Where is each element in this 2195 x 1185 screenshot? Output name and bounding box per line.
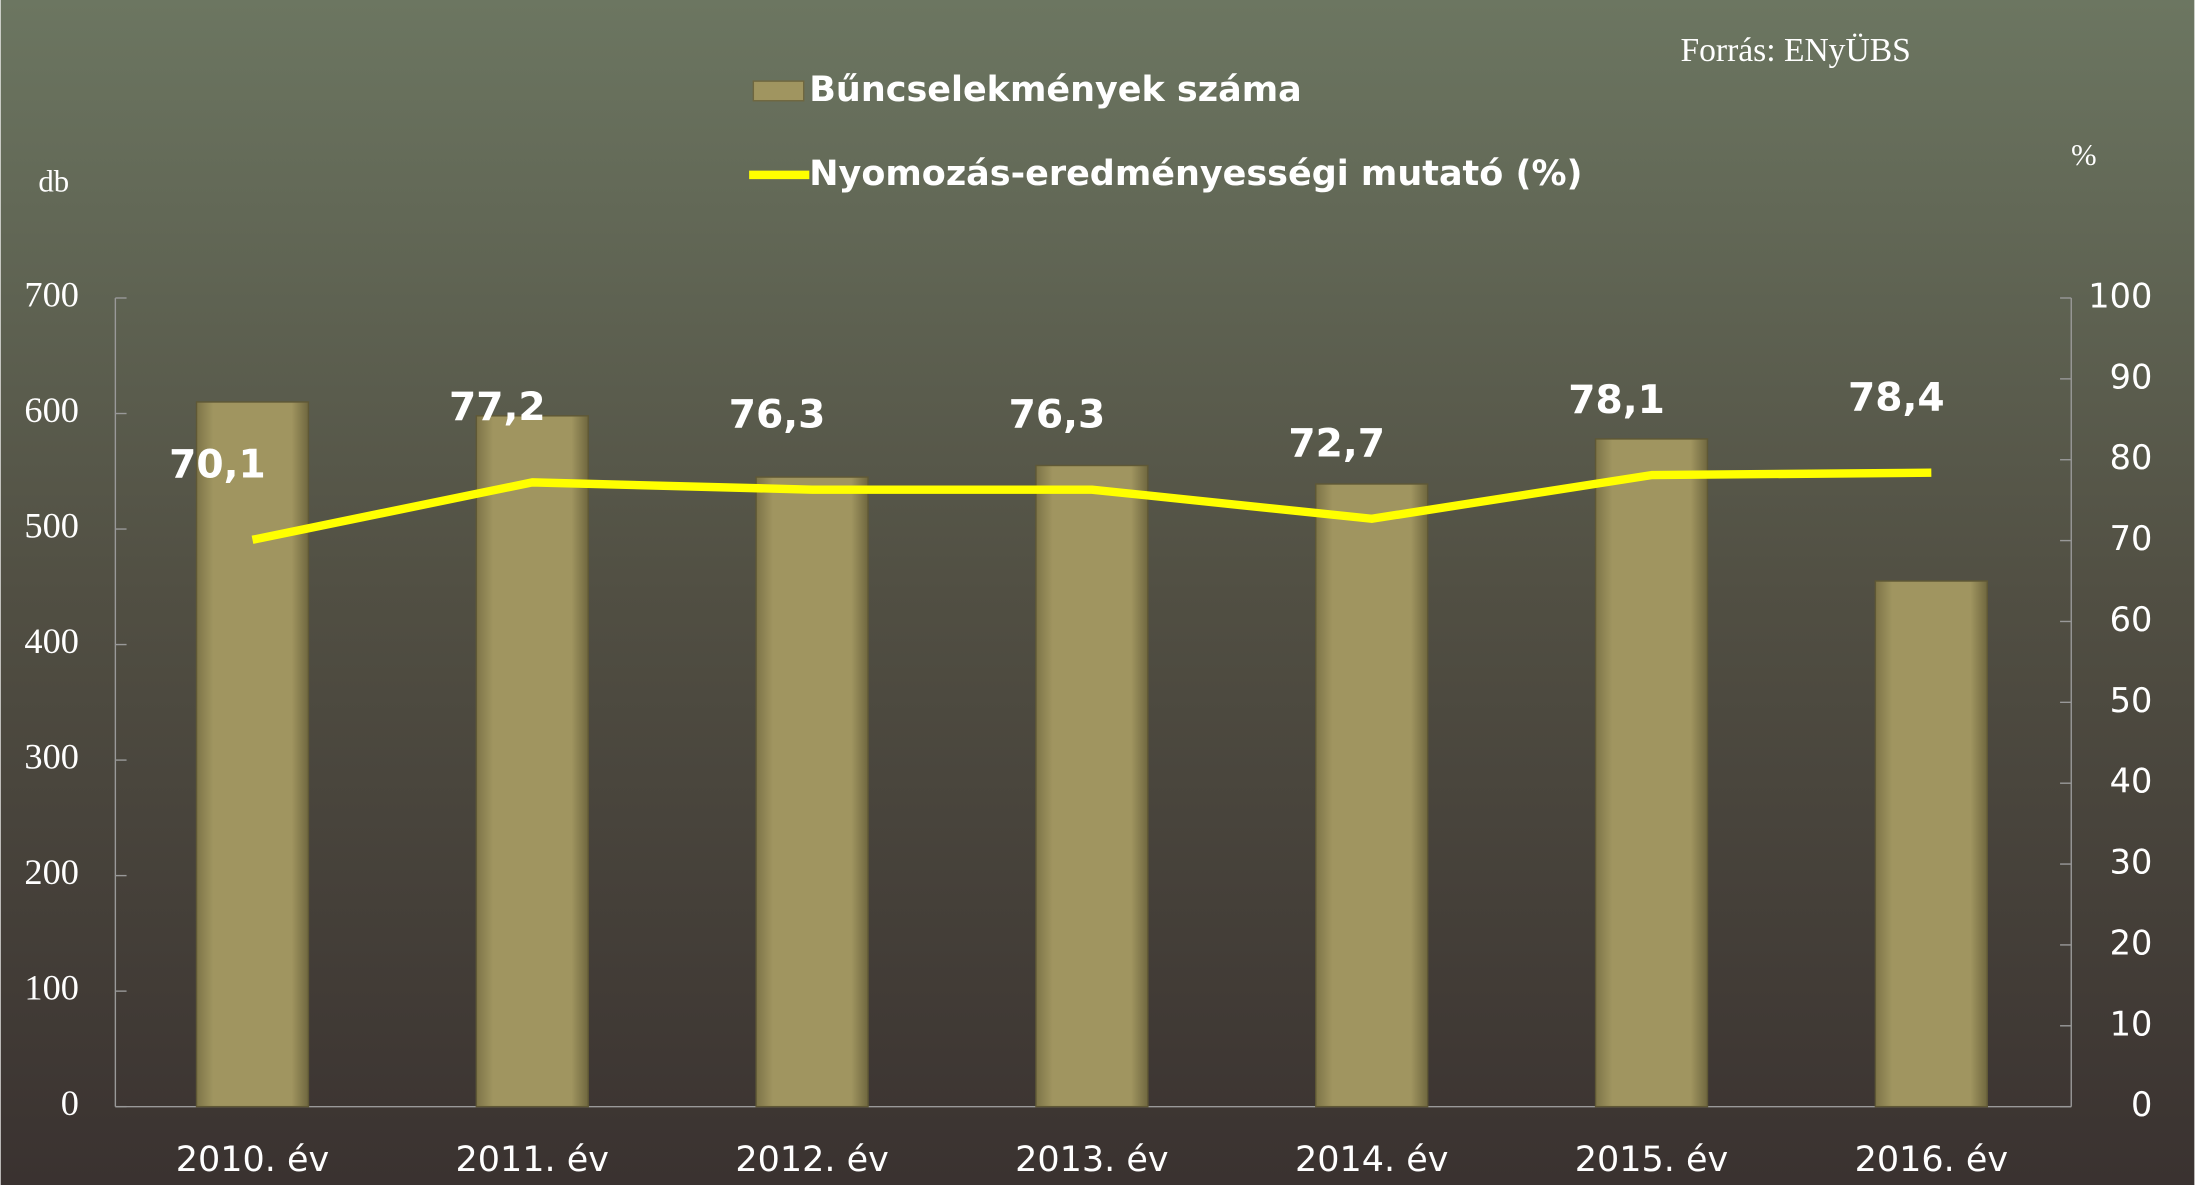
data-label: 78,4 (1848, 375, 1945, 420)
x-tick-label: 2012. év (735, 1140, 888, 1180)
bar (1594, 438, 1709, 1108)
x-tick-label: 2016. év (1855, 1140, 2008, 1180)
y2-tick-label: 0 (2131, 1085, 2152, 1124)
y-tick-label: 0 (61, 1083, 79, 1123)
y2-tick-label: 100 (2088, 276, 2152, 315)
bar (1315, 483, 1429, 1108)
x-tick-label: 2011. év (456, 1140, 609, 1180)
y2-tick-label: 50 (2110, 681, 2153, 720)
data-label: 72,7 (1288, 422, 1385, 467)
data-label: 76,3 (1009, 392, 1106, 437)
bar (1035, 464, 1149, 1108)
bar (755, 476, 869, 1108)
y-tick-label: 500 (24, 505, 79, 545)
data-label: 77,2 (449, 385, 546, 430)
x-tick-label: 2013. év (1015, 1140, 1168, 1180)
x-tick-label: 2014. év (1295, 1140, 1448, 1180)
legend-swatch (752, 80, 805, 102)
y2-tick-label: 40 (2110, 762, 2153, 801)
y-tick-label: 100 (24, 967, 79, 1007)
y-tick-label: 200 (24, 852, 79, 892)
x-tick-label: 2010. év (176, 1140, 329, 1180)
y2-tick-label: 20 (2110, 923, 2153, 962)
x-tick-label: 2015. év (1575, 1140, 1728, 1180)
y-tick-label: 600 (24, 390, 79, 430)
y2-tick-label: 80 (2110, 438, 2153, 477)
y2-tick-label: 70 (2110, 519, 2153, 558)
legend-label: Bűncselekmények száma (809, 70, 1301, 110)
bar (1874, 580, 1988, 1108)
bar (475, 415, 589, 1108)
y2-axis-label: % (2071, 138, 2097, 172)
y2-tick-label: 30 (2110, 843, 2153, 882)
data-label: 76,3 (729, 392, 826, 437)
source: Forrás: ENyÜBS (1680, 32, 1910, 69)
y2-tick-label: 60 (2110, 600, 2153, 639)
data-label: 78,1 (1568, 378, 1665, 423)
y2-tick-label: 10 (2110, 1004, 2153, 1043)
legend-label: Nyomozás-eredményességi mutató (%) (809, 154, 1582, 194)
y-tick-label: 400 (24, 621, 79, 661)
line (251, 468, 1932, 544)
data-label: 70,1 (169, 443, 266, 488)
y-tick-label: 700 (24, 274, 79, 314)
bar (195, 401, 310, 1108)
y2-tick-label: 90 (2110, 357, 2153, 396)
y-axis-label: db (38, 165, 69, 199)
y-tick-label: 300 (24, 736, 79, 776)
